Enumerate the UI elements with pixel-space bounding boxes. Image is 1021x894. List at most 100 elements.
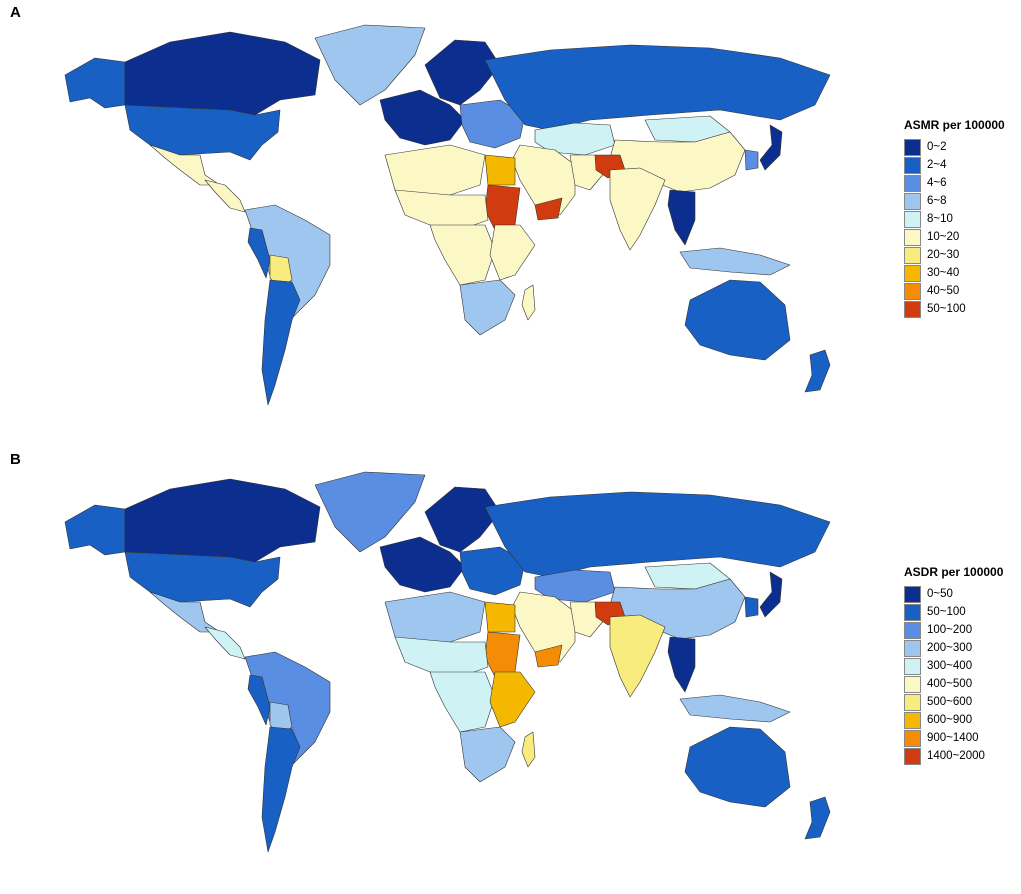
legend-label: 2~4 — [927, 159, 947, 171]
legend-title: ASDR per 100000 — [904, 565, 1004, 579]
region-india — [609, 614, 666, 698]
legend-title: ASMR per 100000 — [904, 118, 1005, 132]
region-central-africa — [429, 671, 496, 733]
region-russia — [484, 44, 831, 131]
region-canada — [124, 478, 321, 563]
legend-swatch — [904, 228, 921, 246]
region-central-africa — [429, 224, 496, 286]
region-japan — [759, 124, 783, 171]
region-greenland — [314, 471, 426, 553]
region-alaska — [64, 504, 126, 556]
region-chile-argentina — [261, 726, 301, 853]
world-map — [64, 471, 831, 853]
region-scandinavia — [424, 486, 501, 553]
legend-item: 600~900 — [904, 711, 1003, 729]
legend-item: 30~40 — [904, 264, 1005, 282]
legend-label: 100~200 — [927, 624, 973, 636]
legend-label: 300~400 — [927, 660, 973, 672]
panel-letter: B — [10, 451, 21, 468]
legend-swatch — [904, 246, 921, 264]
legend-swatch — [904, 675, 921, 693]
region-peru — [247, 674, 271, 726]
legend-label: 900~1400 — [927, 732, 979, 744]
world-map — [64, 24, 831, 406]
legend-label: 8~10 — [927, 213, 953, 225]
legend-item: 2~4 — [904, 156, 1005, 174]
legend-item: 10~20 — [904, 228, 1005, 246]
region-southern-africa — [459, 726, 516, 783]
legend-label: 600~900 — [927, 714, 973, 726]
legend-item: 100~200 — [904, 621, 1003, 639]
region-eastern-europe — [459, 546, 526, 596]
legend-label: 1400~2000 — [927, 750, 985, 762]
region-egypt — [484, 601, 516, 633]
legend-swatch — [904, 138, 921, 156]
region-yemen — [534, 197, 563, 221]
region-chile-argentina — [261, 279, 301, 406]
region-japan — [759, 571, 783, 618]
legend-item: 900~1400 — [904, 729, 1003, 747]
region-usa — [124, 551, 281, 608]
legend-label: 0~50 — [927, 588, 953, 600]
region-eastern-europe — [459, 99, 526, 149]
region-india — [609, 167, 666, 251]
panel-letter: A — [10, 4, 21, 21]
legend-swatch — [904, 282, 921, 300]
region-sahel — [394, 636, 489, 678]
legend-item: 400~500 — [904, 675, 1003, 693]
region-indonesia — [679, 694, 791, 723]
legend-item: 40~50 — [904, 282, 1005, 300]
region-se-asia — [667, 189, 696, 246]
legend-swatch — [904, 174, 921, 192]
legend-item: 50~100 — [904, 603, 1003, 621]
region-east-africa — [489, 224, 536, 281]
region-alaska — [64, 57, 126, 109]
region-yemen — [534, 644, 563, 668]
region-usa — [124, 104, 281, 161]
region-sudan — [484, 184, 521, 231]
legend-label: 500~600 — [927, 696, 973, 708]
panel-b: B ASDR per 100000 0~50 50~100 100~200 200~3… — [0, 447, 1021, 894]
legend-item: 6~8 — [904, 192, 1005, 210]
legend-swatch — [904, 693, 921, 711]
region-madagascar — [521, 284, 536, 321]
legend-swatch — [904, 747, 921, 765]
legend-label: 40~50 — [927, 285, 960, 297]
region-central-america — [204, 179, 246, 213]
legend-swatch — [904, 729, 921, 747]
region-sudan — [484, 631, 521, 678]
region-scandinavia — [424, 39, 501, 106]
legend-item: 200~300 — [904, 639, 1003, 657]
legend-item: 20~30 — [904, 246, 1005, 264]
legend-swatch — [904, 711, 921, 729]
legend-item: 300~400 — [904, 657, 1003, 675]
region-canada — [124, 31, 321, 116]
panel-a: A ASMR per 100000 0~2 2~4 4~6 6~8 8~10 10~20 2… — [10, 4, 1005, 406]
legend-label: 4~6 — [927, 177, 947, 189]
legend-item: 8~10 — [904, 210, 1005, 228]
region-korea — [744, 596, 759, 618]
region-east-africa — [489, 671, 536, 728]
legend-swatch — [904, 192, 921, 210]
legend-item: 0~2 — [904, 138, 1005, 156]
region-peru — [247, 227, 271, 279]
region-kazakhstan — [534, 122, 616, 156]
legend-item: 1400~2000 — [904, 747, 1003, 765]
legend-label: 30~40 — [927, 267, 960, 279]
region-new-zealand — [804, 796, 831, 840]
legend-label: 200~300 — [927, 642, 973, 654]
region-sahel — [394, 189, 489, 231]
region-se-asia — [667, 636, 696, 693]
legend-item: 50~100 — [904, 300, 1005, 318]
legend-swatch — [904, 300, 921, 318]
region-madagascar — [521, 731, 536, 768]
region-russia — [484, 491, 831, 578]
legend-label: 20~30 — [927, 249, 960, 261]
legend-label: 0~2 — [927, 141, 947, 153]
legend-rows: 0~50 50~100 100~200 200~300 300~400 400~500 50… — [904, 585, 1003, 765]
legend-swatch — [904, 657, 921, 675]
legend: ASMR per 100000 0~2 2~4 4~6 6~8 8~10 10~20 20~… — [904, 118, 1005, 318]
legend: ASDR per 100000 0~50 50~100 100~200 200~300… — [904, 565, 1003, 765]
legend-label: 50~100 — [927, 606, 966, 618]
region-western-europe — [379, 536, 466, 593]
